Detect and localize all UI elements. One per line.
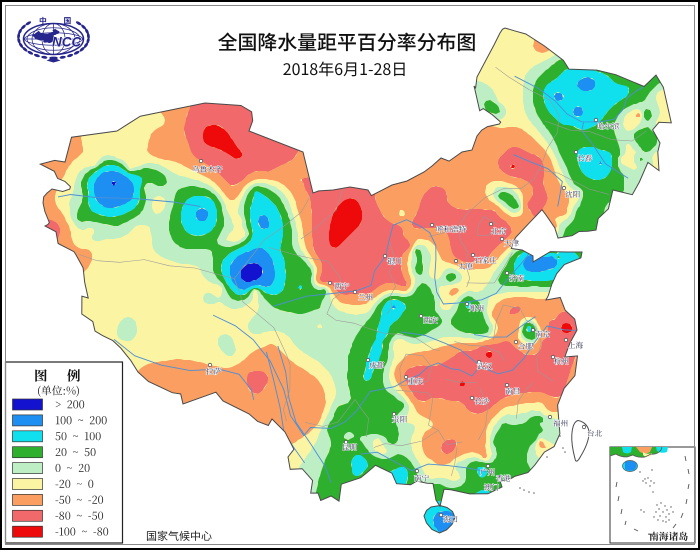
svg-text:NCC: NCC: [52, 35, 81, 50]
